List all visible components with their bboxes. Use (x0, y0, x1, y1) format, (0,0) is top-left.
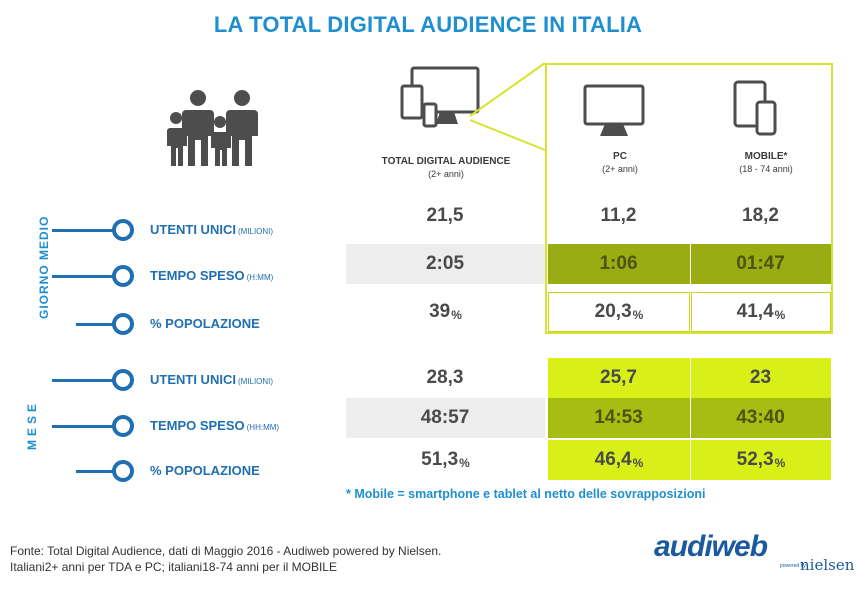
audiweb-logo: audiweb powered by nielsen (654, 530, 855, 574)
row-connector-circle (112, 313, 134, 335)
row-connector-line (52, 229, 122, 232)
row-connector-circle (112, 219, 134, 241)
row-label: TEMPO SPESO (HH:MM) (150, 418, 280, 433)
value-cell: 1:06 (548, 244, 690, 284)
value-cell: 48:57 (420, 407, 470, 428)
value-cell: 41,4% (691, 292, 831, 332)
value-cell: 28,3 (426, 367, 464, 388)
mobile-devices-icon (733, 80, 777, 136)
row-label: % POPOLAZIONE (150, 316, 260, 331)
devices-icon (400, 66, 480, 128)
row-band (346, 244, 545, 284)
value-cell: 52,3% (691, 440, 831, 480)
value-cell: 43:40 (691, 398, 831, 438)
footnote: * Mobile = smartphone e tablet al netto … (346, 487, 706, 501)
value-cell: 46,4% (548, 440, 690, 480)
row-connector-line (76, 323, 122, 326)
column-header-pc: PC (2+ anni) (602, 151, 638, 174)
row-connector-circle (112, 460, 134, 482)
row-label: UTENTI UNICI (MILIONI) (150, 372, 274, 387)
group-label-mese: MESE (25, 400, 39, 451)
value-cell: 39% (429, 301, 462, 322)
value-cell: 21,5 (426, 205, 464, 226)
row-connector-line (52, 379, 122, 382)
row-label: % POPOLAZIONE (150, 463, 260, 478)
row-connector-line (52, 425, 122, 428)
value-cell: 18,2 (742, 205, 779, 226)
row-connector-circle (112, 265, 134, 287)
family-icon (167, 90, 258, 166)
row-connector-circle (112, 415, 134, 437)
value-cell: 23 (691, 358, 831, 398)
value-cell: 14:53 (548, 398, 690, 438)
row-band (346, 398, 545, 438)
value-cell: 20,3% (548, 292, 690, 332)
row-label: UTENTI UNICI (MILIONI) (150, 222, 274, 237)
value-cell: 11,2 (600, 205, 637, 226)
row-connector-circle (112, 369, 134, 391)
pc-mobile-frame (545, 63, 833, 334)
column-header-total: TOTAL DIGITAL AUDIENCE (2+ anni) (381, 156, 511, 179)
value-cell: 51,3% (421, 449, 470, 470)
value-cell: 25,7 (548, 358, 690, 398)
monitor-icon (583, 84, 645, 136)
row-connector-line (52, 275, 122, 278)
value-cell: 01:47 (691, 244, 831, 284)
column-header-mobile: MOBILE* (18 - 74 anni) (739, 151, 793, 174)
source-note: Fonte: Total Digital Audience, dati di M… (10, 544, 442, 574)
row-connector-line (76, 470, 122, 473)
page-title: LA TOTAL DIGITAL AUDIENCE IN ITALIA (213, 12, 643, 37)
value-cell: 2:05 (425, 253, 465, 274)
row-label: TEMPO SPESO (H:MM) (150, 268, 274, 283)
group-label-giorno: GIORNO MEDIO (37, 215, 51, 319)
